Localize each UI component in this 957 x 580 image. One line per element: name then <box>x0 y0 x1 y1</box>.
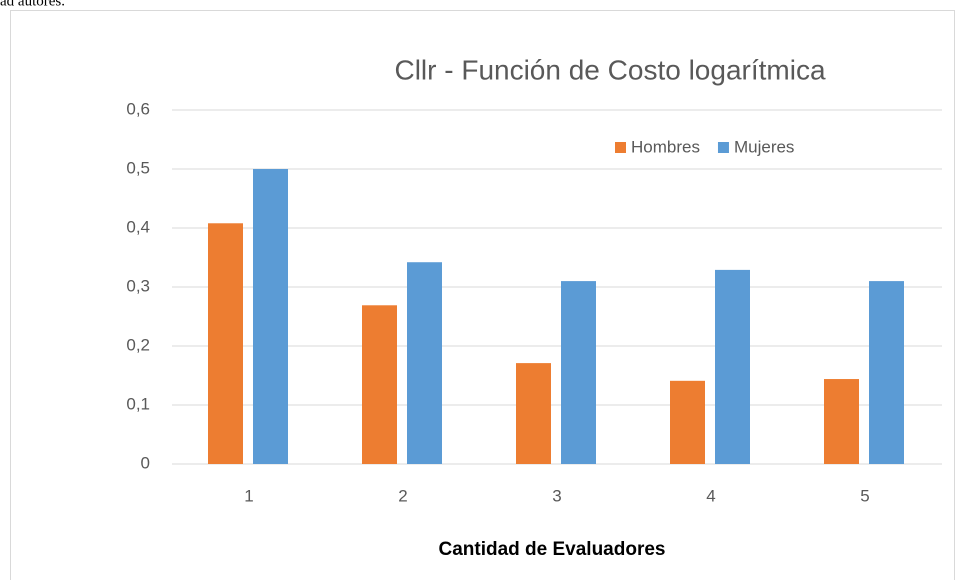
bar <box>670 380 705 464</box>
y-tick-label: 0,2 <box>126 335 150 354</box>
x-tick-label: 3 <box>552 486 561 505</box>
x-tick-label: 2 <box>398 486 407 505</box>
bar <box>715 269 750 464</box>
bar <box>208 223 243 464</box>
x-tick-label: 5 <box>860 486 869 505</box>
bar <box>561 281 596 464</box>
bar <box>407 262 442 464</box>
y-tick-label: 0,4 <box>126 217 150 236</box>
chart-frame <box>10 10 955 580</box>
caption-fragment: ad autores. <box>0 0 65 9</box>
bar <box>824 379 859 464</box>
bar <box>516 363 551 464</box>
y-tick-label: 0 <box>141 453 150 472</box>
bar <box>362 305 397 464</box>
y-tick-label: 0,1 <box>126 394 150 413</box>
x-axis-label: Cantidad de Evaluadores <box>438 539 665 560</box>
chart-title: Cllr - Función de Costo logarítmica <box>394 54 825 85</box>
legend-label: Mujeres <box>734 137 794 156</box>
y-tick-label: 0,6 <box>126 99 150 118</box>
legend-swatch <box>717 142 729 153</box>
x-tick-label: 4 <box>706 486 715 505</box>
bar <box>869 281 904 464</box>
bar <box>253 169 288 464</box>
y-tick-label: 0,5 <box>126 158 150 177</box>
x-tick-label: 1 <box>244 486 253 505</box>
legend-swatch <box>615 142 626 153</box>
legend-label: Hombres <box>631 137 700 156</box>
y-tick-label: 0,3 <box>126 276 150 295</box>
